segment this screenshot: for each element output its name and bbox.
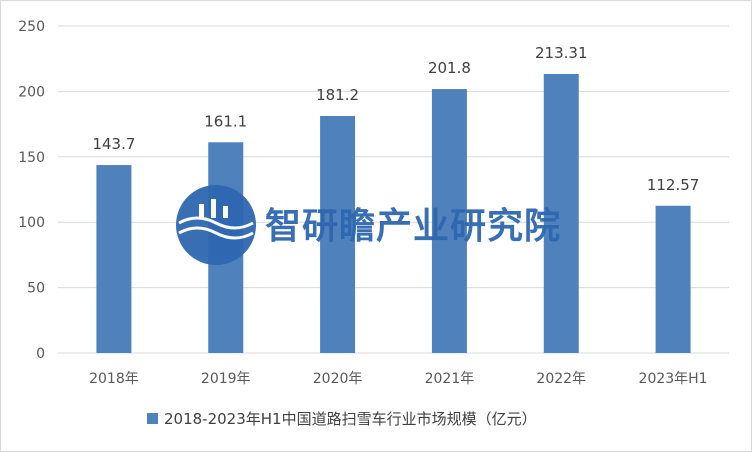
legend: 2018-2023年H1中国道路扫雪车行业市场规模（亿元） [147,410,537,428]
data-label: 112.57 [647,176,700,194]
gridlines [58,25,729,354]
bar [655,205,691,353]
bar [320,115,356,353]
data-label: 161.1 [204,112,247,130]
bar [431,89,467,354]
x-tick-label: 2019年 [201,371,251,387]
watermark: 智研瞻产业研究院 [176,185,561,265]
bar [96,165,132,353]
y-tick-label: 0 [36,346,45,362]
watermark-text: 智研瞻产业研究院 [265,206,561,247]
x-tick-label: 2020年 [313,371,363,387]
x-tick-label: 2018年 [89,371,139,387]
data-label: 213.31 [535,44,588,62]
y-axis-ticks: 0 50 100 150 200 250 [18,19,45,362]
logo-circle-icon [176,185,256,265]
legend-swatch [147,413,158,424]
y-tick-label: 150 [18,150,45,166]
bars: 143.7 161.1 181.2 201.8 213.31 112.57 [92,44,700,354]
data-label: 201.8 [428,59,471,77]
x-tick-label: 2022年 [536,371,586,387]
data-label: 181.2 [316,86,359,104]
y-tick-label: 50 [27,281,45,297]
legend-label: 2018-2023年H1中国道路扫雪车行业市场规模（亿元） [164,410,537,428]
x-axis-ticks: 2018年 2019年 2020年 2021年 2022年 2023年H1 [89,371,708,387]
x-tick-label: 2023年H1 [639,371,708,387]
y-tick-label: 250 [18,19,45,35]
y-tick-label: 200 [18,84,45,100]
y-tick-label: 100 [18,215,45,231]
data-label: 143.7 [92,135,135,153]
x-tick-label: 2021年 [425,371,475,387]
bar [543,73,579,354]
